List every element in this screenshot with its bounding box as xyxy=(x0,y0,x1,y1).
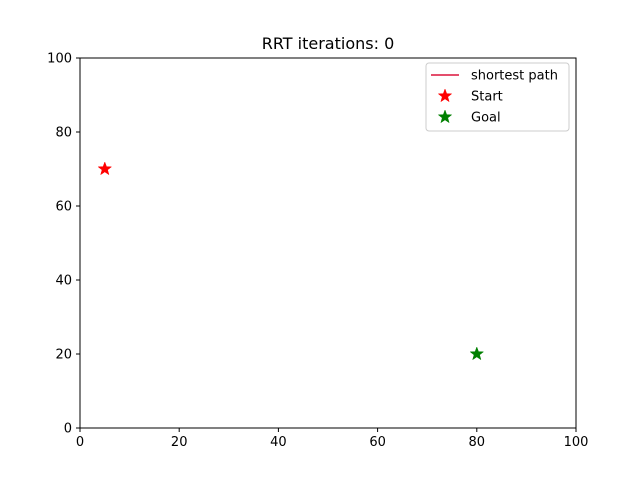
x-tick-label: 20 xyxy=(171,435,188,450)
x-tick-label: 0 xyxy=(76,435,84,450)
x-tick-label: 100 xyxy=(564,435,589,450)
start-marker xyxy=(97,161,113,176)
x-tick-label: 60 xyxy=(369,435,386,450)
y-tick-label: 60 xyxy=(55,200,72,215)
legend-label: Start xyxy=(471,90,503,105)
plot-frame xyxy=(79,57,577,429)
series-layer xyxy=(97,161,485,361)
legend-box xyxy=(425,62,570,132)
y-tick-label: 20 xyxy=(55,348,72,363)
legend-label: Goal xyxy=(471,111,501,126)
y-axis: 0 20 40 60 80 100 xyxy=(47,52,80,437)
goal-marker xyxy=(469,346,485,361)
x-tick-label: 40 xyxy=(270,435,287,450)
legend-label: shortest path xyxy=(471,69,558,84)
y-tick-label: 0 xyxy=(64,422,72,437)
chart-title: RRT iterations: 0 xyxy=(262,34,395,53)
x-tick-label: 80 xyxy=(469,435,486,450)
y-tick-label: 80 xyxy=(55,126,72,141)
legend: shortest path Start Goal xyxy=(425,62,570,132)
legend-star-swatch xyxy=(437,109,453,124)
x-axis: 0 20 40 60 80 100 xyxy=(76,428,589,450)
legend-star-swatch xyxy=(437,88,453,103)
y-tick-label: 40 xyxy=(55,274,72,289)
y-tick-label: 100 xyxy=(47,52,72,67)
